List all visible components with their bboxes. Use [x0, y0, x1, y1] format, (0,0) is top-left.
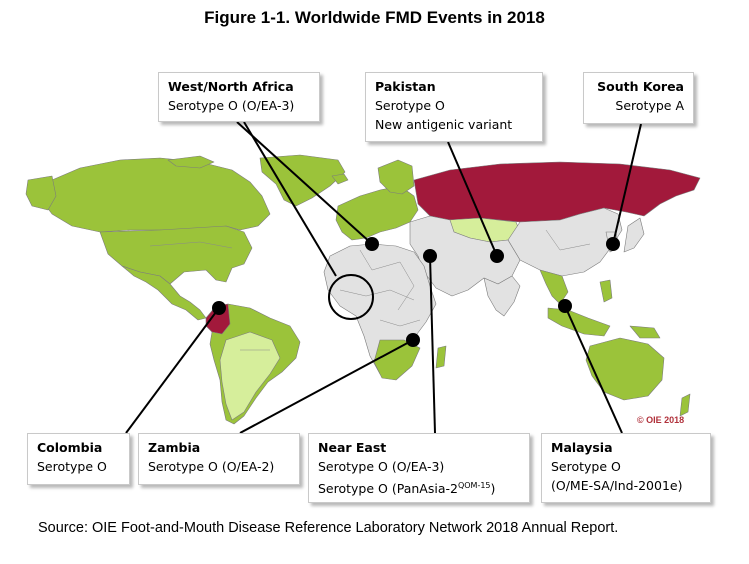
- west-africa-circle: [328, 274, 374, 320]
- event-dot-pakistan: [490, 249, 504, 263]
- event-dot-colombia: [212, 301, 226, 315]
- philippines: [599, 279, 613, 303]
- iceland: [331, 173, 349, 185]
- callout-zambia: Zambia Serotype O (O/EA-2): [138, 433, 300, 485]
- southern-cone: [219, 331, 281, 421]
- papua-new-guinea: [629, 325, 661, 339]
- new-zealand: [679, 393, 691, 417]
- alaska: [25, 175, 57, 211]
- event-dot-zambia: [406, 333, 420, 347]
- callout-colombia: Colombia Serotype O: [27, 433, 130, 485]
- callout-malaysia: Malaysia Serotype O (O/ME-SA/Ind-2001e): [541, 433, 711, 503]
- arctic-islands: [167, 155, 215, 169]
- callout-name: Colombia: [37, 440, 103, 455]
- canada: [39, 157, 271, 235]
- australia: [585, 337, 665, 401]
- copyright-label: © OIE 2018: [637, 415, 685, 425]
- event-dot-near-east: [423, 249, 437, 263]
- source-note: Source: OIE Foot-and-Mouth Disease Refer…: [38, 520, 619, 536]
- callout-pakistan: Pakistan Serotype O New antigenic varian…: [365, 72, 543, 142]
- callout-name: Near East: [318, 440, 387, 455]
- callout-serotype: Serotype O: [551, 459, 621, 474]
- callout-name: West/North Africa: [168, 79, 294, 94]
- callout-name: Zambia: [148, 440, 201, 455]
- callout-name: Malaysia: [551, 440, 613, 455]
- callout-near-east: Near East Serotype O (O/EA-3) Serotype O…: [308, 433, 530, 503]
- callout-serotype: Serotype O (O/EA-2): [148, 459, 275, 474]
- event-dot-south-korea: [606, 237, 620, 251]
- callout-serotype: Serotype A: [615, 98, 684, 113]
- event-dot-malaysia: [558, 299, 572, 313]
- connector-lines: [125, 121, 642, 434]
- russia: [413, 161, 701, 223]
- callout-lineage: (O/ME-SA/Ind-2001e): [551, 478, 683, 493]
- japan: [623, 217, 645, 253]
- scandinavia: [377, 159, 415, 195]
- callout-variant: New antigenic variant: [375, 117, 513, 132]
- callout-west-north-africa: West/North Africa Serotype O (O/EA-3): [158, 72, 320, 122]
- indonesia: [547, 307, 611, 337]
- india: [483, 275, 521, 317]
- callout-serotype: Serotype O: [37, 459, 107, 474]
- event-dot-north-africa: [365, 237, 379, 251]
- madagascar: [435, 345, 447, 369]
- figure-title: Figure 1-1. Worldwide FMD Events in 2018: [204, 8, 545, 27]
- callout-serotype: Serotype O (O/EA-3): [318, 459, 445, 474]
- callout-name: Pakistan: [375, 79, 436, 94]
- callout-name: South Korea: [597, 79, 684, 94]
- europe: [335, 185, 419, 241]
- callout-serotype-2: Serotype O (PanAsia-2QOM-15): [318, 481, 496, 497]
- callout-south-korea: South Korea Serotype A: [583, 72, 694, 124]
- usa: [99, 225, 253, 285]
- callout-serotype: Serotype O: [375, 98, 445, 113]
- callout-serotype: Serotype O (O/EA-3): [168, 98, 295, 113]
